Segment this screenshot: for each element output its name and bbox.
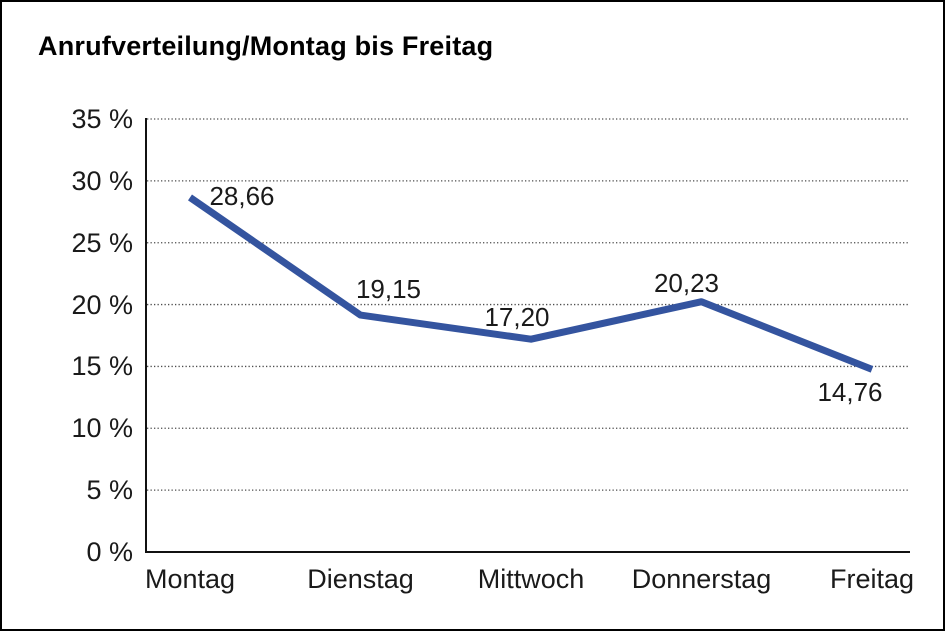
- y-tick-label-30: 30 %: [71, 165, 133, 196]
- x-category-label-montag: Montag: [144, 564, 236, 594]
- data-label-freitag: 14,76: [817, 377, 883, 408]
- data-series-line: [188, 194, 874, 373]
- y-tick-label-5: 5 %: [86, 475, 133, 506]
- chart-title: Anrufverteilung/Montag bis Freitag: [38, 31, 494, 61]
- data-label-montag: 28,66: [209, 181, 275, 212]
- y-tick-label-10: 10 %: [71, 413, 133, 444]
- y-tick-label-25: 25 %: [71, 227, 133, 258]
- y-tick-label-0: 0 %: [86, 537, 133, 567]
- x-category-label-donnerstag: Donnerstag: [631, 564, 772, 594]
- y-tick-label-15: 15 %: [71, 351, 133, 382]
- y-tick-label-20: 20 %: [71, 289, 133, 320]
- x-category-label-mittwoch: Mittwoch: [477, 564, 585, 594]
- data-label-dienstag: 19,15: [355, 274, 422, 305]
- x-category-label-dienstag: Dienstag: [307, 564, 414, 594]
- x-category-label-freitag: Freitag: [829, 564, 915, 594]
- data-label-mittwoch: 17,20: [484, 302, 550, 333]
- y-tick-label-35: 35 %: [71, 104, 133, 134]
- data-label-donnerstag: 20,23: [653, 267, 720, 298]
